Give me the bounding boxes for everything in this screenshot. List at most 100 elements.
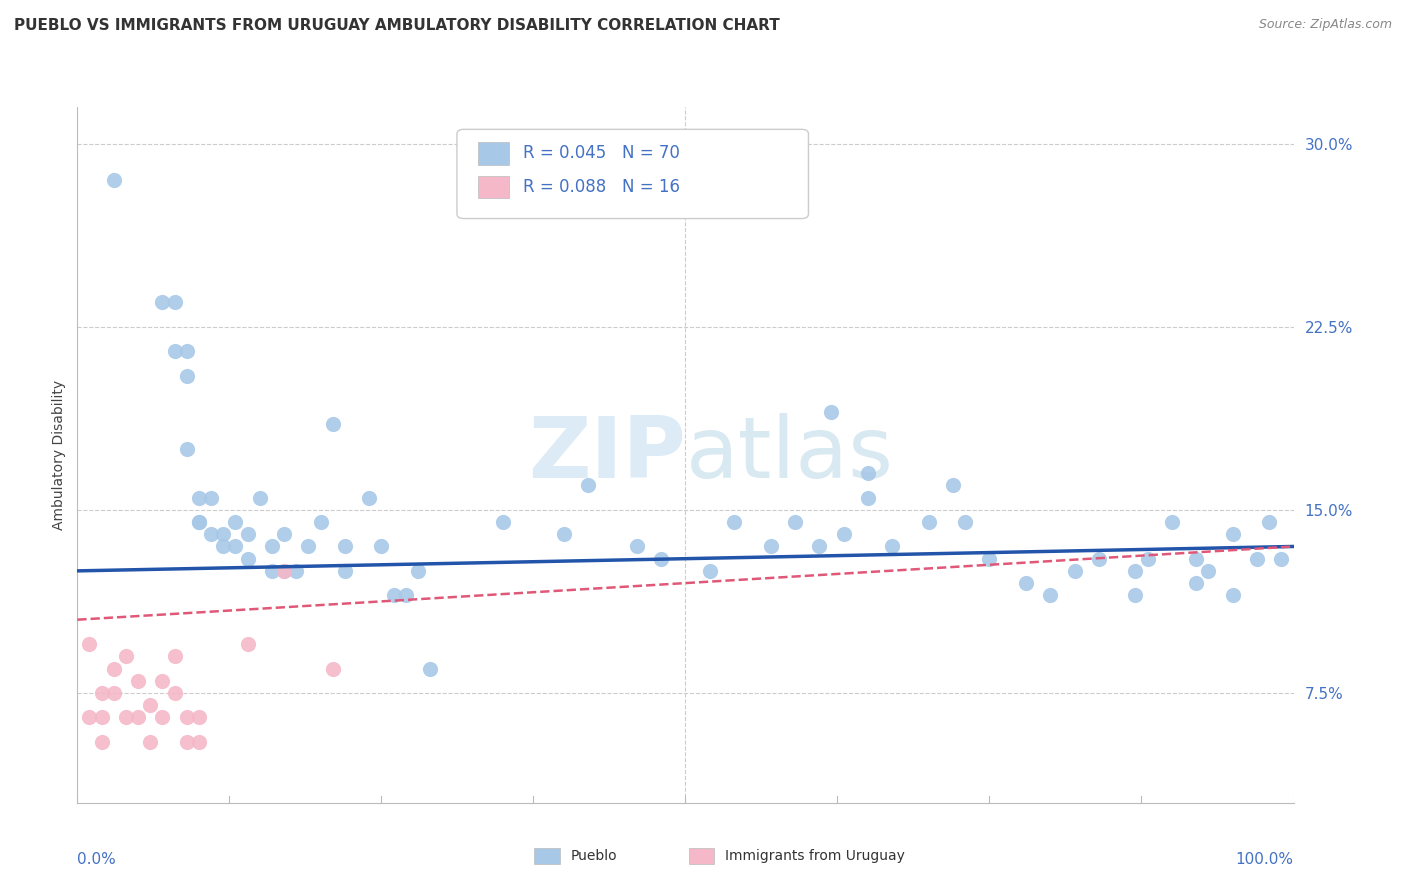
Point: [188, 735, 211, 749]
Point: [382, 588, 405, 602]
Point: [200, 491, 222, 505]
Point: [1136, 551, 1159, 566]
Point: [163, 649, 186, 664]
Point: [309, 515, 332, 529]
Point: [249, 491, 271, 505]
Point: [163, 295, 186, 310]
Point: [273, 564, 295, 578]
Text: PUEBLO VS IMMIGRANTS FROM URUGUAY AMBULATORY DISABILITY CORRELATION CHART: PUEBLO VS IMMIGRANTS FROM URUGUAY AMBULA…: [14, 18, 780, 33]
Point: [1222, 588, 1244, 602]
Point: [492, 515, 515, 529]
Point: [79, 710, 101, 724]
Y-axis label: Ambulatory Disability: Ambulatory Disability: [52, 380, 66, 530]
Point: [79, 637, 101, 651]
Point: [942, 478, 965, 492]
Point: [176, 442, 198, 456]
Point: [163, 686, 186, 700]
Point: [699, 564, 721, 578]
Point: [176, 735, 198, 749]
Point: [395, 588, 418, 602]
Point: [322, 661, 344, 675]
Point: [1125, 564, 1147, 578]
Point: [1222, 527, 1244, 541]
Point: [188, 710, 211, 724]
Point: [723, 515, 745, 529]
Point: [759, 540, 782, 554]
Point: [820, 405, 842, 419]
Point: [650, 551, 672, 566]
Point: [576, 478, 599, 492]
Text: 0.0%: 0.0%: [77, 852, 117, 867]
Point: [236, 527, 259, 541]
Point: [90, 735, 112, 749]
Point: [1246, 551, 1268, 566]
Point: [139, 735, 162, 749]
Point: [236, 551, 259, 566]
Text: ZIP: ZIP: [527, 413, 686, 497]
Point: [1258, 515, 1281, 529]
Text: Immigrants from Uruguay: Immigrants from Uruguay: [725, 849, 905, 863]
Point: [90, 710, 112, 724]
Point: [1063, 564, 1085, 578]
Point: [224, 515, 246, 529]
Point: [152, 295, 174, 310]
Point: [1125, 588, 1147, 602]
Point: [1015, 576, 1038, 591]
Point: [212, 540, 235, 554]
Point: [273, 527, 295, 541]
Point: [333, 564, 356, 578]
Point: [322, 417, 344, 432]
Point: [626, 540, 648, 554]
Point: [1185, 551, 1208, 566]
Point: [188, 515, 211, 529]
Text: Pueblo: Pueblo: [571, 849, 617, 863]
Point: [856, 467, 879, 481]
Text: R = 0.088   N = 16: R = 0.088 N = 16: [523, 178, 681, 196]
Point: [200, 527, 222, 541]
Point: [260, 540, 283, 554]
Point: [176, 368, 198, 383]
Point: [90, 686, 112, 700]
Point: [127, 673, 149, 688]
Point: [1197, 564, 1219, 578]
Point: [152, 710, 174, 724]
Point: [163, 344, 186, 359]
Point: [832, 527, 855, 541]
Text: Source: ZipAtlas.com: Source: ZipAtlas.com: [1258, 18, 1392, 31]
Point: [419, 661, 441, 675]
Point: [808, 540, 831, 554]
Point: [236, 637, 259, 651]
Point: [273, 564, 295, 578]
Point: [783, 515, 806, 529]
Point: [979, 551, 1001, 566]
Point: [1039, 588, 1062, 602]
Point: [260, 564, 283, 578]
Point: [176, 710, 198, 724]
Point: [103, 686, 125, 700]
Point: [882, 540, 904, 554]
Point: [1161, 515, 1184, 529]
Point: [176, 344, 198, 359]
Point: [285, 564, 308, 578]
Point: [297, 540, 319, 554]
Point: [115, 649, 138, 664]
Text: R = 0.045   N = 70: R = 0.045 N = 70: [523, 145, 681, 162]
Point: [1088, 551, 1111, 566]
Point: [1270, 551, 1292, 566]
Point: [188, 491, 211, 505]
Point: [103, 173, 125, 187]
Text: 100.0%: 100.0%: [1236, 852, 1294, 867]
Point: [918, 515, 941, 529]
Point: [115, 710, 138, 724]
Point: [212, 527, 235, 541]
Point: [188, 515, 211, 529]
Point: [370, 540, 392, 554]
Point: [953, 515, 976, 529]
Point: [406, 564, 429, 578]
Point: [152, 673, 174, 688]
Point: [224, 540, 246, 554]
Point: [333, 540, 356, 554]
Point: [127, 710, 149, 724]
Point: [103, 661, 125, 675]
Point: [139, 698, 162, 713]
